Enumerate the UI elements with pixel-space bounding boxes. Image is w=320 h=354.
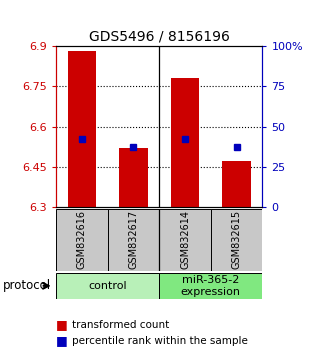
Bar: [119, 148, 148, 207]
Bar: [211, 209, 262, 271]
Text: GSM832616: GSM832616: [77, 210, 87, 269]
Bar: [108, 209, 159, 271]
Title: GDS5496 / 8156196: GDS5496 / 8156196: [89, 29, 230, 44]
Text: transformed count: transformed count: [72, 320, 169, 330]
Text: GSM832614: GSM832614: [180, 210, 190, 269]
Bar: [171, 78, 199, 207]
Text: control: control: [88, 281, 127, 291]
Text: ■: ■: [56, 334, 68, 347]
Text: miR-365-2
expression: miR-365-2 expression: [181, 275, 241, 297]
Bar: [56, 209, 108, 271]
Text: protocol: protocol: [3, 279, 51, 292]
Text: percentile rank within the sample: percentile rank within the sample: [72, 336, 248, 346]
Text: GSM832617: GSM832617: [128, 210, 139, 269]
Bar: [222, 161, 251, 207]
Bar: [159, 209, 211, 271]
Bar: [159, 273, 262, 299]
Text: GSM832615: GSM832615: [232, 210, 242, 269]
Bar: [68, 51, 96, 207]
Text: ■: ■: [56, 319, 68, 331]
Bar: [56, 273, 159, 299]
